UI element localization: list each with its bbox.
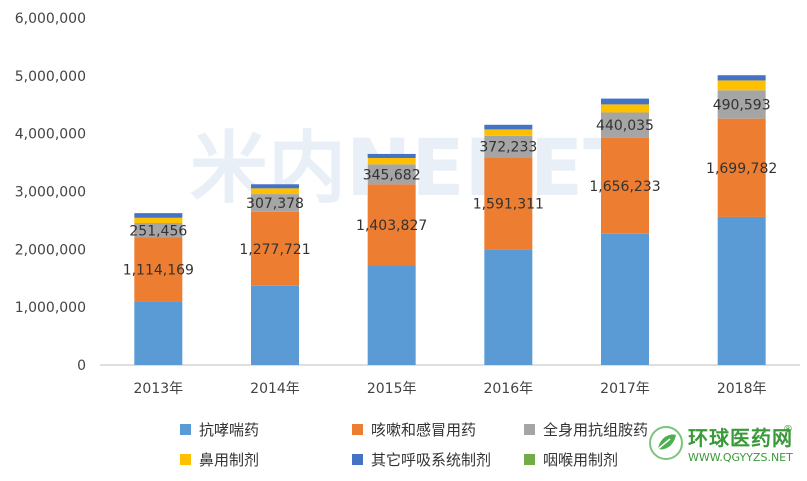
y-tick-label: 4,000,000: [15, 127, 86, 143]
legend-item: 咽喉用制剂: [524, 448, 684, 470]
data-label: 372,233: [479, 140, 537, 156]
bar-segment-4: [601, 137, 649, 234]
bar-segment-2: [367, 157, 416, 165]
bar-segment-5: [717, 118, 766, 217]
data-label: 1,656,233: [589, 179, 660, 195]
legend-item: 全身用抗组胺药: [524, 418, 684, 440]
y-tick-label: 6,000,000: [15, 11, 86, 27]
bar-segment-4: [601, 112, 649, 138]
bar-segment-0: [134, 217, 183, 223]
bar-segment-5: [717, 75, 766, 81]
bar-segment-0: [134, 213, 183, 218]
legend-item: 咳嗽和感冒用药: [352, 418, 524, 440]
bar-segment-4: [601, 98, 649, 105]
bar-segment-2: [367, 164, 416, 185]
bar-segment-2: [367, 184, 416, 266]
bar-segment-1: [251, 184, 299, 189]
data-label: 251,456: [129, 223, 187, 239]
bar-segment-2: [367, 153, 416, 158]
data-label: 307,378: [246, 196, 304, 212]
y-tick-label: 1,000,000: [15, 300, 86, 316]
legend-item: 鼻用制剂: [180, 448, 352, 470]
legend-label: 抗哮喘药: [199, 420, 260, 439]
legend-swatch: [524, 453, 535, 465]
bar-segment-3: [484, 157, 533, 250]
bar-segment-4: [601, 104, 649, 113]
bar-segment-3: [484, 124, 533, 130]
data-label: 1,699,782: [706, 161, 777, 177]
legend-label: 咽喉用制剂: [543, 450, 619, 469]
leaf-logo-icon: [649, 426, 683, 460]
data-label: 1,277,721: [239, 242, 310, 258]
x-tick-label: 2014年: [250, 381, 300, 397]
y-tick-label: 3,000,000: [15, 185, 86, 201]
bar-segment-0: [134, 301, 183, 365]
chart-legend: 抗哮喘药 咳嗽和感冒用药 全身用抗组胺药鼻用制剂 其它呼吸系统制剂 咽喉用制剂: [180, 418, 684, 470]
bar-segment-1: [251, 211, 299, 286]
legend-item: 抗哮喘药: [180, 418, 352, 440]
x-tick-label: 2017年: [600, 381, 650, 397]
watermark-url: WWW.QGYYZS.NET: [688, 451, 793, 464]
bar-segment-4: [601, 233, 649, 365]
registered-mark: ®: [783, 424, 793, 435]
legend-swatch: [524, 423, 535, 435]
data-label: 490,593: [713, 97, 771, 113]
watermark-brand: 环球医药网: [688, 426, 793, 450]
legend-label: 鼻用制剂: [199, 450, 260, 469]
legend-label: 全身用抗组胺药: [543, 420, 649, 439]
data-label: 1,114,169: [123, 263, 194, 279]
x-tick-label: 2013年: [134, 381, 184, 397]
legend-swatch: [352, 423, 363, 435]
bar-segment-5: [717, 80, 766, 91]
bar-segment-3: [484, 249, 533, 365]
data-label: 345,682: [363, 167, 421, 183]
bar-segment-2: [367, 265, 416, 365]
x-tick-label: 2015年: [367, 381, 417, 397]
bar-segment-1: [251, 194, 299, 212]
bar-segment-1: [251, 188, 299, 195]
legend-label: 咳嗽和感冒用药: [371, 420, 477, 439]
bar-segment-1: [251, 285, 299, 365]
bar-segment-0: [134, 237, 183, 302]
bar-segment-3: [484, 129, 533, 136]
bar-segment-0: [134, 222, 183, 238]
bar-segment-5: [717, 216, 766, 365]
legend-swatch: [180, 453, 191, 465]
bar-segment-3: [484, 135, 533, 158]
legend-swatch: [352, 453, 363, 465]
site-watermark: 环球医药网 WWW.QGYYZS.NET ®: [648, 422, 793, 464]
y-tick-label: 0: [77, 358, 86, 374]
legend-item: 其它呼吸系统制剂: [352, 448, 524, 470]
bar-segment-5: [717, 90, 766, 119]
legend-label: 其它呼吸系统制剂: [371, 450, 492, 469]
y-tick-label: 2,000,000: [15, 242, 86, 258]
y-tick-label: 5,000,000: [15, 69, 86, 85]
x-tick-label: 2018年: [717, 381, 767, 397]
data-label: 1,403,827: [356, 218, 427, 234]
data-label: 1,591,311: [473, 196, 544, 212]
x-tick-label: 2016年: [484, 381, 534, 397]
legend-swatch: [180, 423, 191, 435]
data-label: 440,035: [596, 118, 654, 134]
